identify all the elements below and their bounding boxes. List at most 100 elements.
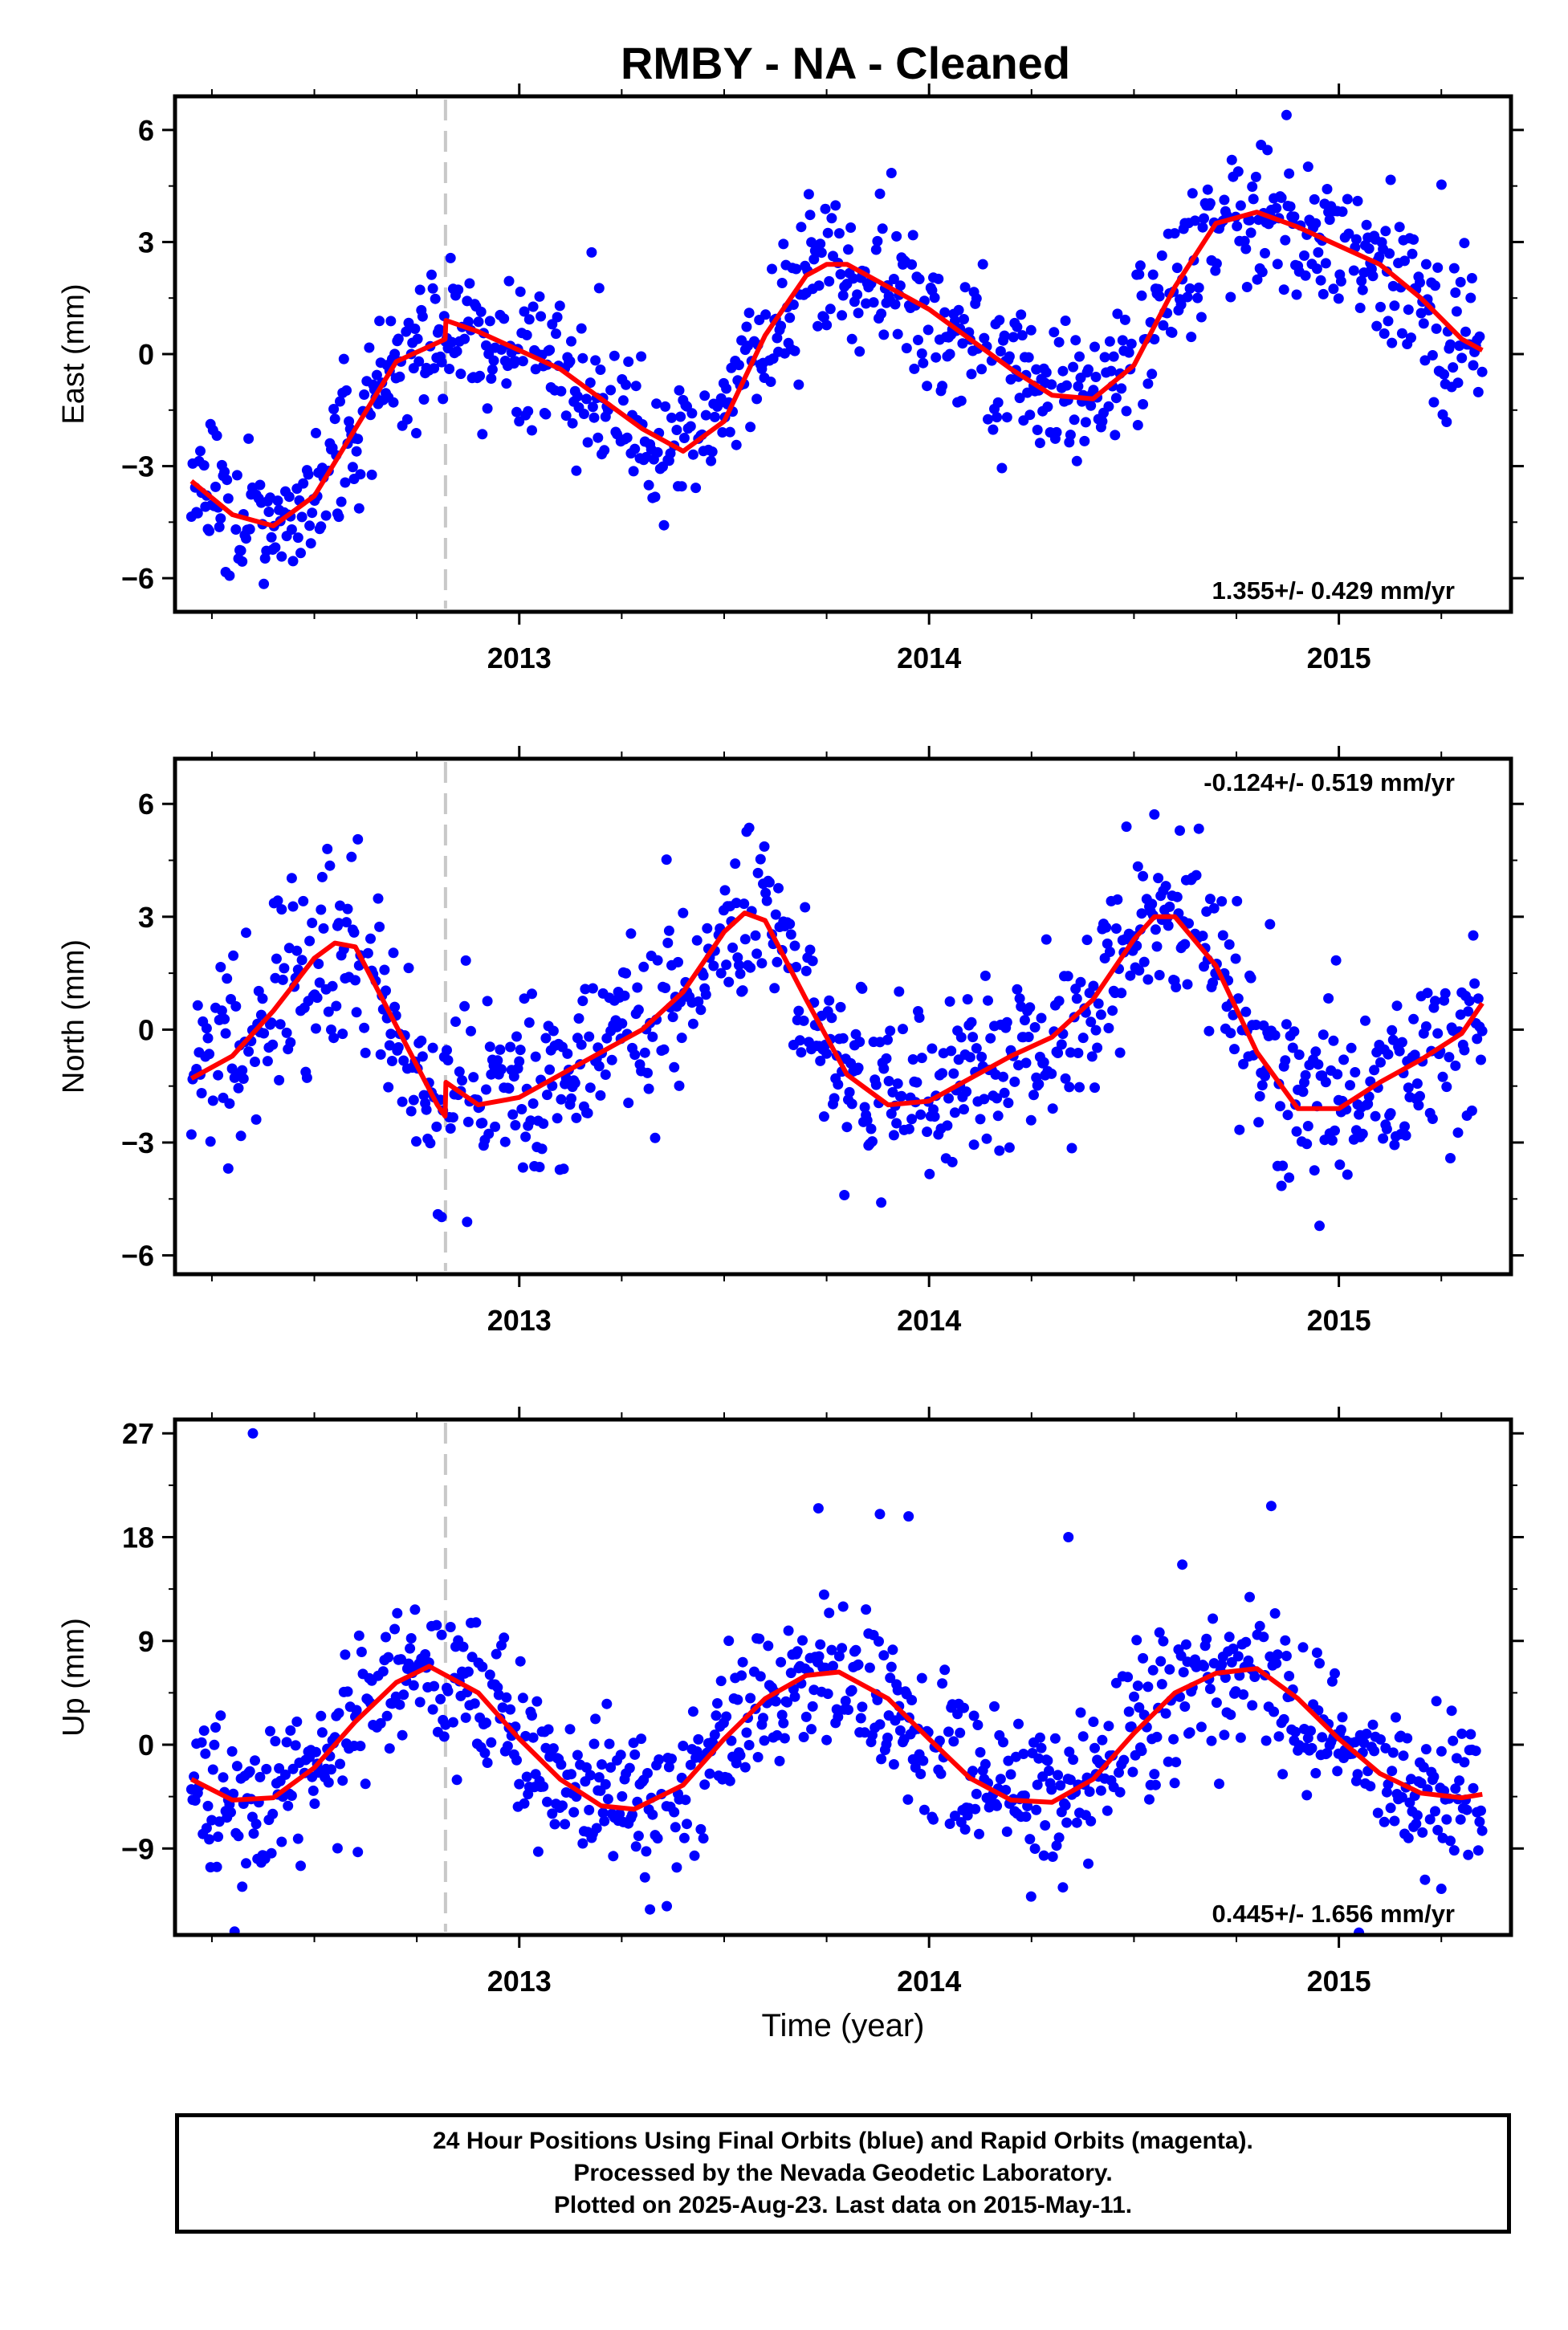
north-point (569, 1077, 580, 1089)
east-point (621, 432, 633, 443)
north-xtick-label: 2015 (1307, 1304, 1371, 1337)
up-ytick-label: 27 (122, 1417, 154, 1450)
east-point (1448, 263, 1460, 274)
up-point (590, 1713, 601, 1725)
north-point (764, 877, 775, 888)
east-point (1383, 316, 1394, 327)
east-point (192, 507, 203, 519)
up-point (250, 1819, 262, 1830)
up-point (1445, 1835, 1456, 1847)
east-point (1324, 214, 1335, 226)
north-point (542, 1090, 552, 1101)
east-point (436, 356, 447, 368)
up-point (1206, 1735, 1217, 1746)
north-point (1229, 1044, 1240, 1055)
east-point (675, 411, 686, 422)
north-point (1033, 1078, 1045, 1090)
east-point (650, 491, 661, 503)
up-point (398, 1689, 409, 1701)
up-point (360, 1778, 371, 1790)
north-point (224, 1098, 235, 1109)
east-point (307, 507, 318, 519)
up-point (1310, 1768, 1322, 1778)
north-point (1350, 1067, 1361, 1077)
east-point (1051, 426, 1062, 438)
north-point (360, 1047, 371, 1058)
east-point (1016, 330, 1028, 341)
east-point (1147, 269, 1159, 280)
up-point (572, 1750, 583, 1761)
north-point (667, 1012, 678, 1023)
up-point (1420, 1744, 1432, 1755)
north-point (1001, 1016, 1012, 1028)
east-point (487, 364, 498, 375)
east-point (1014, 393, 1025, 404)
up-point (1398, 1750, 1409, 1762)
east-point (1260, 247, 1270, 259)
up-point (636, 1733, 647, 1745)
north-point (1053, 1048, 1064, 1058)
north-point (274, 1074, 285, 1086)
up-frame (173, 1417, 1513, 1937)
north-point (431, 1121, 442, 1132)
up-point (486, 1737, 497, 1748)
up-point (285, 1725, 296, 1736)
east-point (652, 446, 663, 458)
north-point (1466, 1105, 1477, 1116)
up-point (872, 1694, 883, 1705)
up-point (663, 1762, 674, 1773)
east-point (1394, 222, 1405, 233)
up-point (754, 1633, 765, 1644)
east-point (854, 346, 865, 357)
north-point (1314, 1220, 1325, 1232)
up-point (647, 1809, 658, 1820)
up-point (521, 1771, 532, 1782)
up-point (1156, 1679, 1167, 1690)
north-point (818, 1111, 829, 1122)
east-point (658, 519, 670, 531)
north-point (719, 885, 731, 896)
east-point (1134, 260, 1146, 271)
up-point (340, 1649, 351, 1660)
east-point (721, 383, 732, 394)
up-point (231, 1761, 242, 1772)
north-point (398, 1055, 409, 1066)
east-point (939, 307, 951, 318)
up-point (351, 1705, 362, 1716)
north-point (739, 898, 750, 910)
north-point (337, 1029, 348, 1040)
north-point (595, 1090, 606, 1101)
north-point (495, 1044, 506, 1055)
north-point (250, 1114, 262, 1125)
north-point (215, 962, 226, 972)
east-point (1097, 416, 1108, 427)
up-point (680, 1794, 691, 1806)
up-point (481, 1717, 491, 1729)
up-point (248, 1828, 259, 1839)
east-point (733, 360, 744, 371)
east-point (686, 408, 698, 419)
east-point (477, 429, 488, 440)
north-point (1346, 1042, 1357, 1053)
up-point (204, 1834, 215, 1845)
east-point (890, 299, 901, 310)
up-point (1025, 1891, 1037, 1902)
north-point (1107, 1005, 1118, 1016)
up-point (255, 1771, 266, 1782)
up-point (405, 1643, 416, 1654)
up-point (233, 1831, 244, 1842)
north-point (311, 1023, 321, 1034)
up-point (442, 1685, 454, 1697)
up-point (715, 1676, 727, 1687)
north-point (519, 993, 530, 1004)
north-point (791, 962, 802, 972)
north-point (1309, 1165, 1320, 1176)
east-point (886, 168, 897, 178)
east-point (1245, 227, 1256, 238)
up-point (885, 1672, 896, 1684)
north-point (1089, 1082, 1100, 1094)
east-point (1406, 332, 1416, 344)
up-point (759, 1735, 770, 1746)
east-point (706, 455, 717, 466)
north-point (1385, 1108, 1396, 1119)
